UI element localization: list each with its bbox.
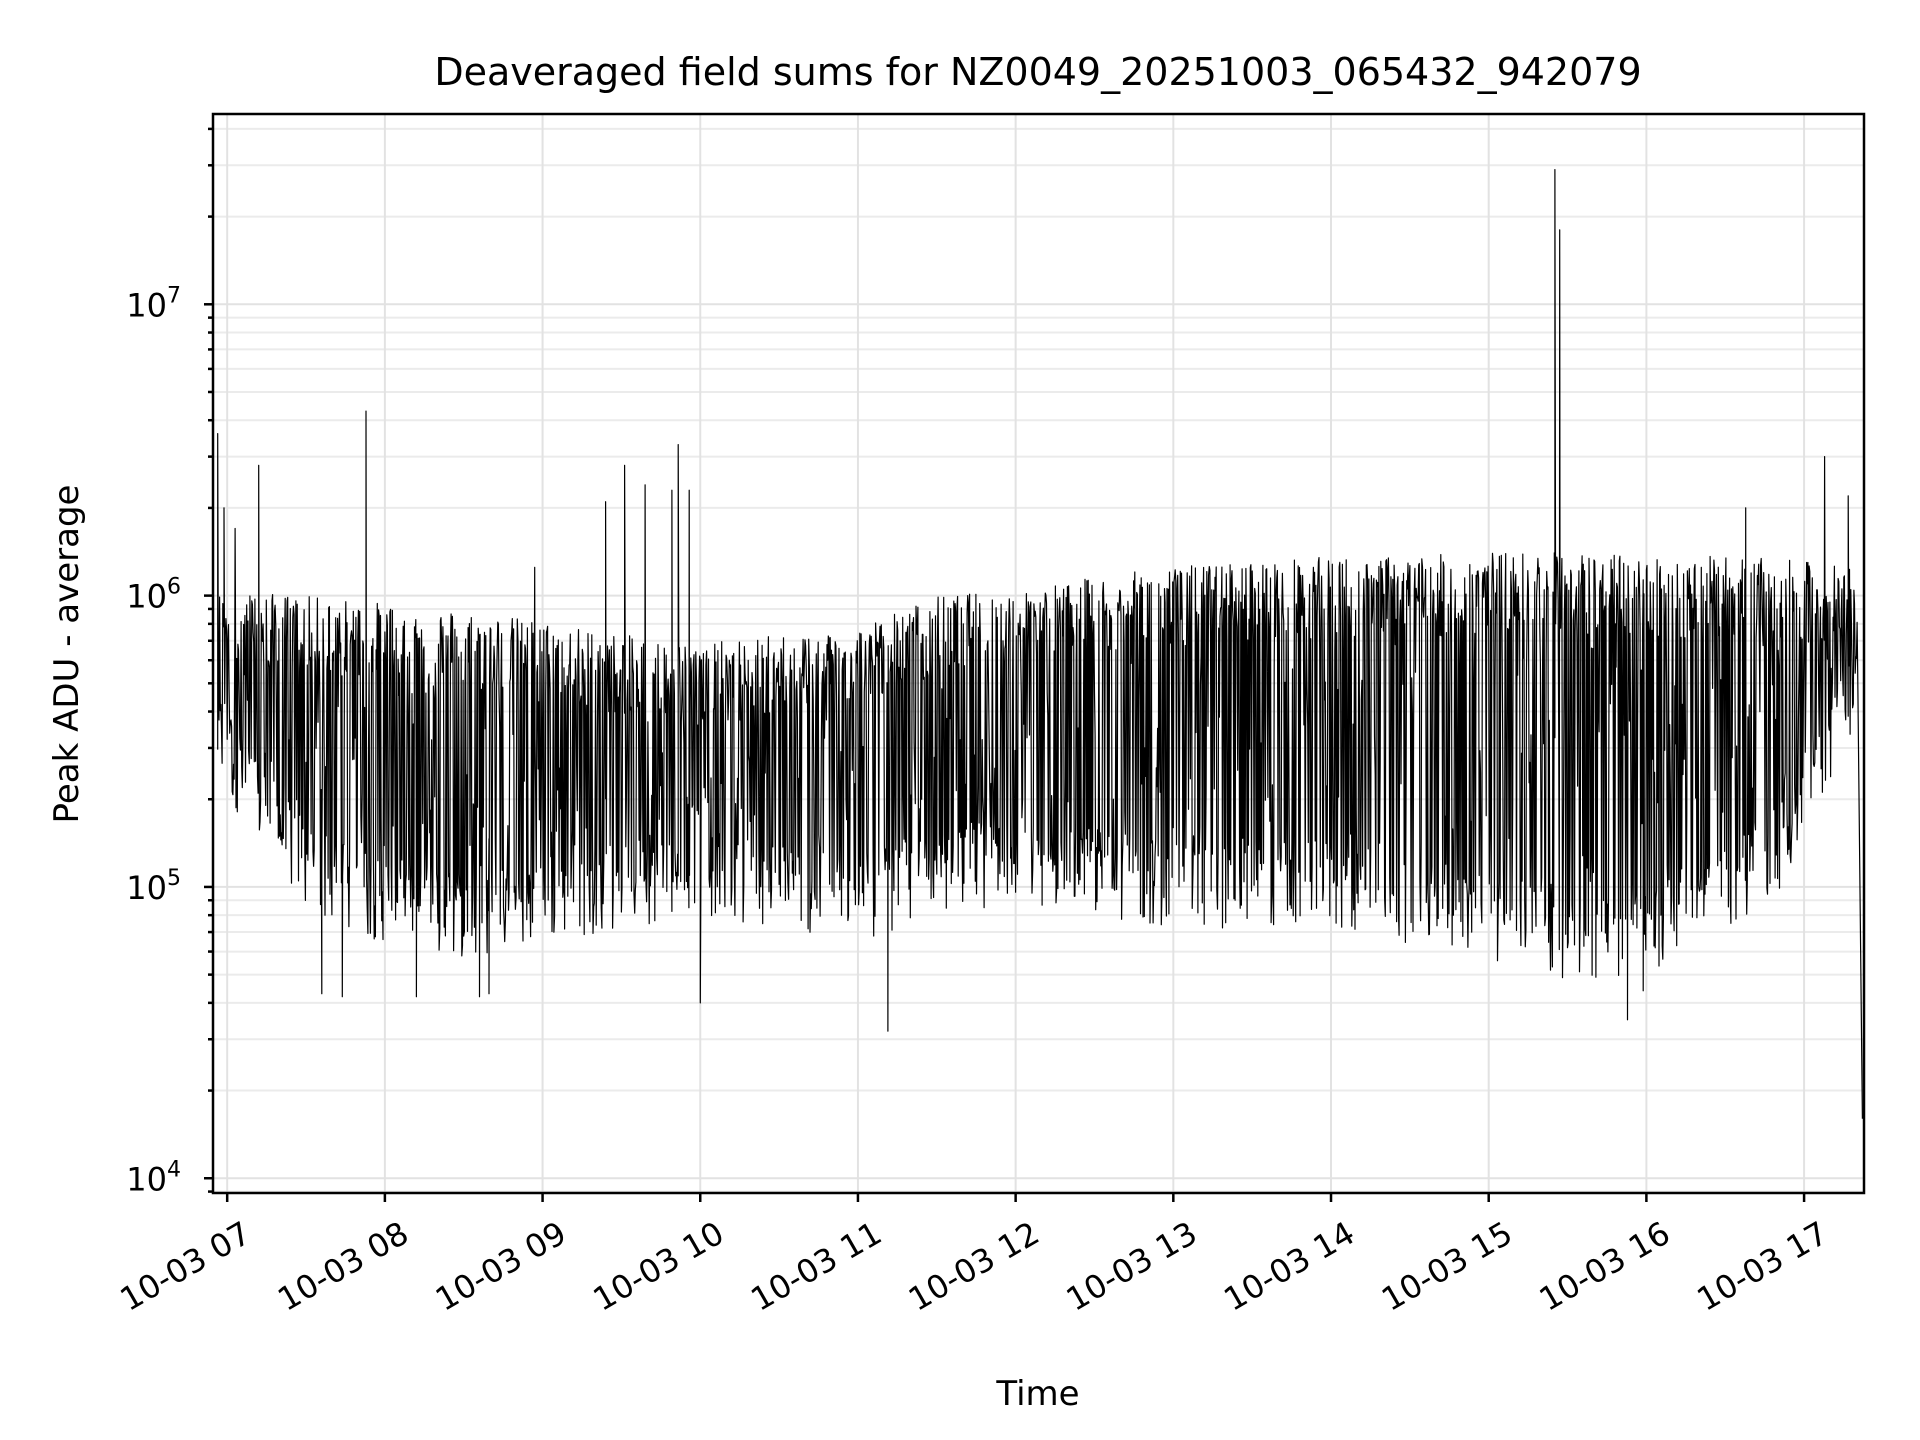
y-axis-label: Peak ADU - average [47, 485, 87, 824]
series-layer [217, 169, 1863, 1119]
x-tick-label: 10-03 12 [902, 1214, 1046, 1319]
series-line [217, 169, 1863, 1119]
y-tick-label: 106 [126, 575, 181, 616]
x-tick-label: 10-03 07 [114, 1214, 258, 1319]
x-tick-label: 10-03 09 [429, 1214, 573, 1319]
x-tick-label: 10-03 10 [587, 1214, 731, 1319]
y-tick-label: 107 [126, 283, 181, 324]
x-tick-label: 10-03 11 [744, 1214, 888, 1319]
chart-title: Deaveraged field sums for NZ0049_2025100… [434, 50, 1641, 94]
y-tick-label: 105 [126, 866, 181, 907]
x-tick-label: 10-03 16 [1533, 1214, 1677, 1319]
x-tick-label: 10-03 14 [1217, 1214, 1361, 1319]
x-tick-label: 10-03 08 [271, 1214, 415, 1319]
x-tick-label: 10-03 15 [1375, 1214, 1519, 1319]
y-tick-label: 104 [126, 1157, 181, 1198]
x-tick-label: 10-03 13 [1060, 1214, 1204, 1319]
x-axis-label: Time [995, 1374, 1079, 1414]
plot-frame [211, 112, 1866, 1195]
x-tick-label: 10-03 17 [1690, 1214, 1834, 1319]
